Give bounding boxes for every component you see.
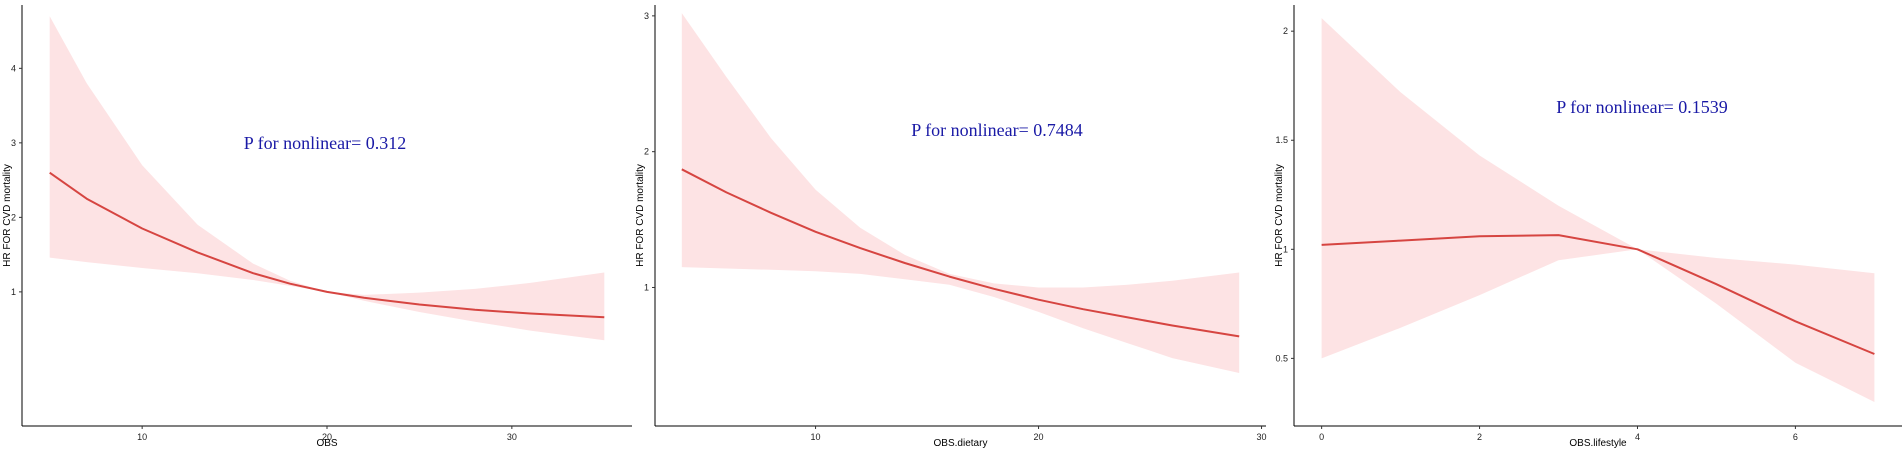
y-tick-label: 1 xyxy=(644,282,649,292)
y-ticks: 1 2 3 xyxy=(644,11,655,292)
y-tick-label: 1 xyxy=(1283,244,1288,254)
y-tick-label: 2 xyxy=(11,212,16,222)
y-ticks: 0.5 1 1.5 2 xyxy=(1275,26,1294,363)
y-tick-label: 3 xyxy=(644,11,649,21)
y-tick-label: 4 xyxy=(11,63,16,73)
x-tick-label: 0 xyxy=(1319,432,1324,442)
panel-obs-lifestyle: 0.5 1 1.5 2 0 2 4 6 OBS.lifestyle HR FOR CVD m… xyxy=(1274,5,1902,449)
x-tick-label: 30 xyxy=(507,432,517,442)
x-tick-label: 20 xyxy=(1034,432,1044,442)
hazard-ratio-curve xyxy=(1321,234,1875,355)
confidence-band xyxy=(49,16,605,341)
y-axis-label: HR FOR CVD mortality xyxy=(1274,164,1285,267)
x-tick-label: 10 xyxy=(137,432,147,442)
y-tick-label: 1.5 xyxy=(1275,135,1288,145)
confidence-band xyxy=(681,13,1240,373)
x-ticks: 10 20 30 xyxy=(137,426,517,442)
x-tick-label: 4 xyxy=(1635,432,1640,442)
x-tick-label: 10 xyxy=(811,432,821,442)
x-tick-label: 20 xyxy=(322,432,332,442)
panel-obs: 1 2 3 4 10 20 30 OBS HR FOR CVD mortality P f… xyxy=(2,5,632,449)
y-tick-label: 0.5 xyxy=(1275,353,1288,363)
panel-obs-dietary: 1 2 3 10 20 30 OBS.dietary HR FOR CVD mortal… xyxy=(635,5,1267,449)
y-tick-label: 2 xyxy=(1283,26,1288,36)
x-tick-label: 6 xyxy=(1793,432,1798,442)
hazard-ratio-curve xyxy=(49,171,605,319)
y-tick-label: 2 xyxy=(644,147,649,157)
p-value-annotation: P for nonlinear= 0.1539 xyxy=(1556,97,1727,117)
x-ticks: 10 20 30 xyxy=(811,426,1267,442)
y-axis-label: HR FOR CVD mortality xyxy=(635,164,646,267)
x-tick-label: 30 xyxy=(1257,432,1267,442)
x-axis-label: OBS.lifestyle xyxy=(1569,438,1627,449)
hazard-ratio-curve xyxy=(681,168,1240,338)
y-ticks: 1 2 3 4 xyxy=(11,63,22,297)
x-ticks: 0 2 4 6 xyxy=(1319,426,1798,442)
y-tick-label: 3 xyxy=(11,138,16,148)
x-axis-label: OBS.dietary xyxy=(934,438,988,449)
p-value-annotation: P for nonlinear= 0.7484 xyxy=(911,120,1082,140)
y-tick-label: 1 xyxy=(11,287,16,297)
p-value-annotation: P for nonlinear= 0.312 xyxy=(244,133,406,153)
x-axis-label: OBS xyxy=(316,438,337,449)
x-tick-label: 2 xyxy=(1477,432,1482,442)
y-axis-label: HR FOR CVD mortality xyxy=(2,164,13,267)
confidence-band xyxy=(1321,18,1875,402)
